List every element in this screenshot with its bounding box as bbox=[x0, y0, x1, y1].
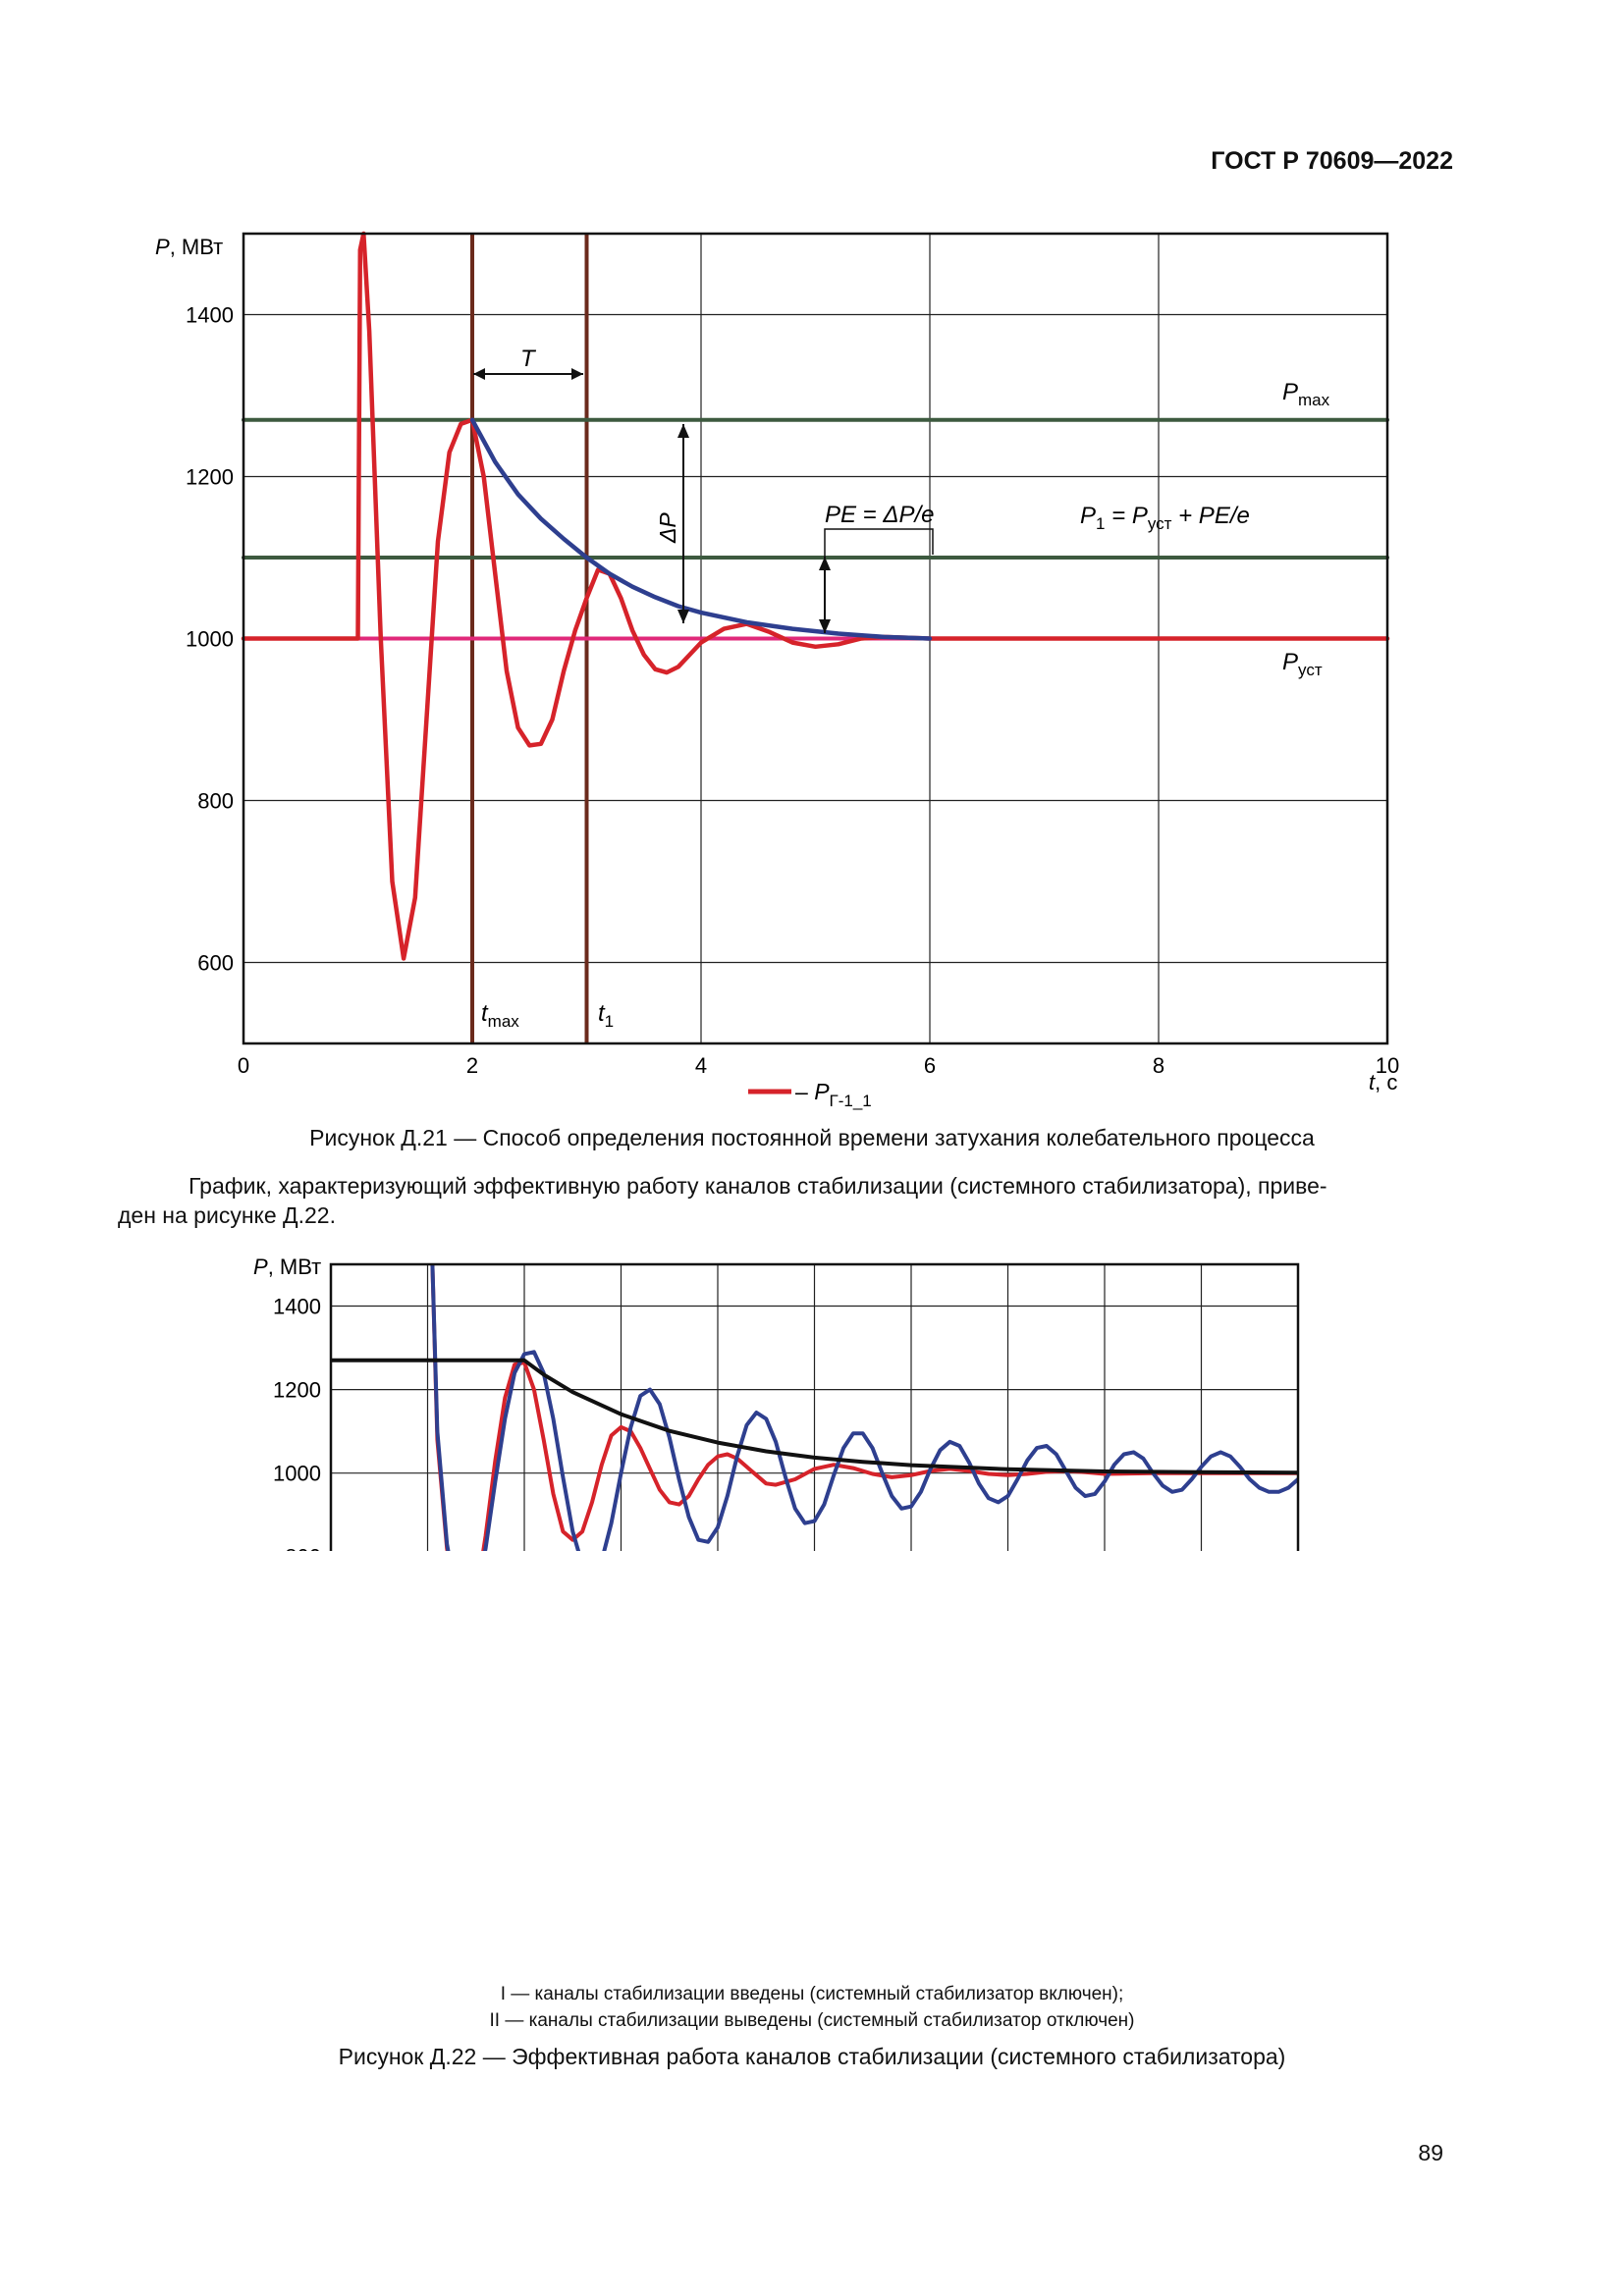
t1-label: t1 bbox=[598, 1000, 614, 1031]
series-line-P-Г-1_1 bbox=[241, 231, 1390, 961]
chart-figure-d22: 0123456789100200400600800100012001400 P,… bbox=[253, 1255, 1300, 1551]
page-number: 89 bbox=[1418, 2140, 1443, 2165]
period-T-label: T bbox=[520, 346, 537, 372]
pe-annotation: PE = ΔP/e bbox=[819, 502, 935, 633]
pust-label: Pуст bbox=[1282, 649, 1323, 679]
x-tick-label: 0 bbox=[238, 1053, 249, 1078]
paragraph-line-1: График, характеризующий эффективную рабо… bbox=[189, 1173, 1327, 1199]
y-tick-label: 600 bbox=[197, 951, 234, 976]
period-T-annotation: T bbox=[473, 346, 583, 380]
series-line-огибающая-T-=-1,5-с bbox=[331, 1358, 1298, 1475]
y-tick-label: 800 bbox=[197, 789, 234, 814]
x-tick-label: 2 bbox=[466, 1053, 478, 1078]
series-line-envelope bbox=[469, 417, 933, 641]
chart1-x-axis-label: t, с bbox=[1369, 1070, 1397, 1095]
figure2-notes: I — каналы стабилизации введены (системн… bbox=[0, 1981, 1624, 2034]
x-tick-label: 4 bbox=[695, 1053, 707, 1078]
series-line-P-Г-1_1-(II) bbox=[430, 1264, 1298, 1551]
chart2-grid bbox=[330, 1264, 1299, 1551]
p1-formula-label: P1 = Pуст + PE/e bbox=[1080, 503, 1250, 533]
y-tick-label: 1200 bbox=[186, 465, 234, 490]
chart2-tick-labels: 0123456789100200400600800100012001400 bbox=[273, 1295, 321, 1551]
chart2-plot-frame bbox=[329, 1262, 1300, 1551]
pmax-label: Pmax bbox=[1282, 379, 1330, 409]
y-tick-label: 1000 bbox=[186, 627, 234, 652]
chart1-tick-labels: 0 2 4 6 8 10 600 800 1000 1200 1400 bbox=[186, 303, 1399, 1079]
note-line-2: II — каналы стабилизации выведены (систе… bbox=[489, 2010, 1135, 2031]
y-tick-label: 1400 bbox=[273, 1295, 321, 1319]
y-tick-label: 1400 bbox=[186, 303, 234, 328]
paragraph-line-2: ден на рисунке Д.22. bbox=[118, 1202, 336, 1228]
chart1-series bbox=[241, 231, 1390, 1043]
y-tick-label: 1000 bbox=[273, 1462, 321, 1486]
x-tick-label: 8 bbox=[1153, 1053, 1164, 1078]
figure2-caption: Рисунок Д.22 — Эффективная работа канало… bbox=[338, 2044, 1286, 2069]
chart2-series bbox=[331, 1264, 1298, 1551]
chart1-y-axis-label: P, МВт bbox=[155, 235, 223, 259]
pe-formula-label: PE = ΔP/e bbox=[825, 502, 935, 528]
y-tick-label: 1200 bbox=[273, 1378, 321, 1403]
tmax-label: tmax bbox=[481, 1000, 519, 1031]
deltaP-label: ΔP bbox=[655, 512, 680, 544]
legend-label: – PГ-1_1 bbox=[795, 1079, 872, 1110]
y-tick-label: 800 bbox=[285, 1545, 321, 1551]
chart1-legend: – PГ-1_1 bbox=[748, 1079, 872, 1110]
x-tick-label: 10 bbox=[1376, 1053, 1399, 1078]
note-line-1: I — каналы стабилизации введены (системн… bbox=[500, 1984, 1124, 2004]
standard-header: ГОСТ Р 70609—2022 bbox=[1211, 147, 1453, 175]
chart1-plot-frame bbox=[242, 232, 1389, 1045]
figure1-caption: Рисунок Д.21 — Способ определения постоя… bbox=[309, 1125, 1315, 1150]
deltaP-annotation: ΔP bbox=[655, 424, 689, 623]
series-line-P-Г-1_1-(I) bbox=[430, 1264, 1298, 1551]
body-paragraph: График, характеризующий эффективную рабо… bbox=[118, 1171, 1473, 1230]
chart2-y-axis-label: P, МВт bbox=[253, 1255, 321, 1279]
x-tick-label: 6 bbox=[924, 1053, 936, 1078]
